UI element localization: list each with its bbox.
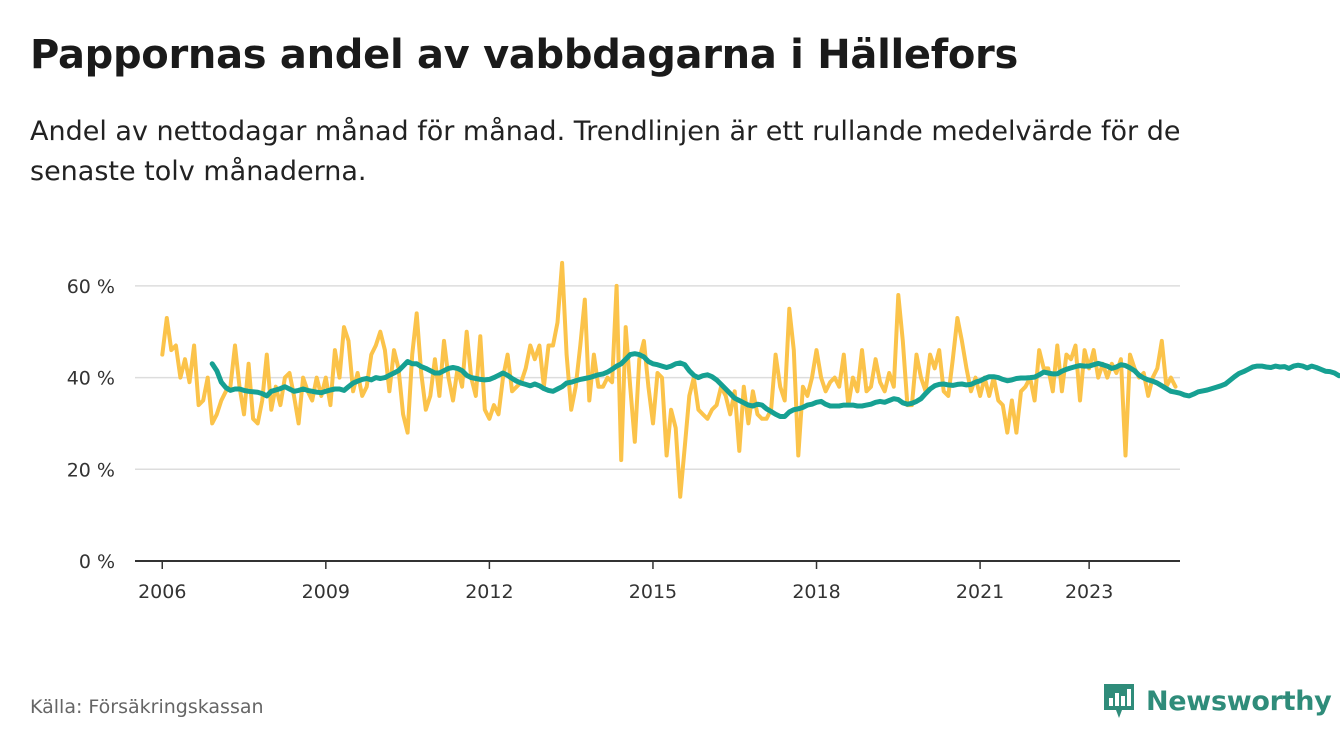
y-axis-tick-labels: 0 % 20 % 40 % 60 % xyxy=(67,276,115,573)
source-note: Källa: Försäkringskassan xyxy=(30,696,264,718)
y-tick-label: 40 % xyxy=(67,368,115,390)
x-tick-label: 2009 xyxy=(302,581,350,603)
x-tick-label: 2021 xyxy=(956,581,1004,603)
x-tick-label: 2023 xyxy=(1065,581,1113,603)
newsworthy-chart-icon xyxy=(1104,684,1134,718)
x-axis-ticks: 2006 2009 2012 2015 2018 2021 2023 xyxy=(138,561,1113,603)
y-tick-label: 0 % xyxy=(79,551,115,573)
x-tick-label: 2015 xyxy=(629,581,677,603)
x-tick-label: 2006 xyxy=(138,581,186,603)
x-tick-label: 2012 xyxy=(465,581,513,603)
series-line-trend xyxy=(209,351,1340,419)
chart-title: Pappornas andel av vabbdagarna i Hällefo… xyxy=(30,32,1018,78)
y-tick-label: 60 % xyxy=(67,276,115,298)
series-line-per-manad xyxy=(160,260,1178,499)
y-tick-label: 20 % xyxy=(67,459,115,481)
brand-logo: Newsworthy xyxy=(1102,682,1332,720)
brand-name: Newsworthy xyxy=(1146,685,1332,717)
chart-subtitle: Andel av nettodagar månad för månad. Tre… xyxy=(30,116,1181,187)
x-tick-label: 2018 xyxy=(792,581,840,603)
